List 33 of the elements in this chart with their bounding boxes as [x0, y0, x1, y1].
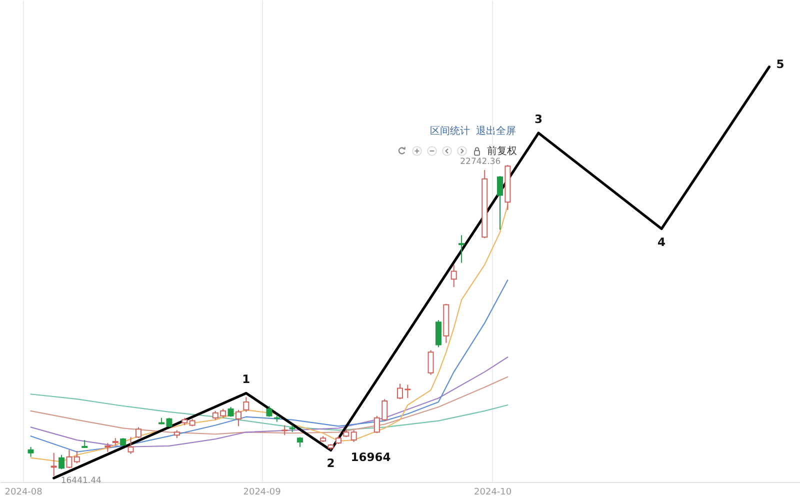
candlestick: [28, 446, 34, 458]
candlestick: [128, 436, 134, 454]
annotation: 22742.36: [460, 156, 501, 167]
candlestick: [350, 430, 357, 443]
annotation: 退出全屏: [476, 126, 516, 137]
candlestick: [450, 264, 457, 288]
candlestick: [58, 454, 65, 470]
x-tick-label: 2024-10: [474, 488, 512, 498]
x-tick-label: 2024-09: [243, 488, 282, 498]
candlestick: [50, 452, 57, 477]
candlestick: [243, 396, 250, 412]
annotation: 4: [658, 234, 666, 249]
annotation: 前复权: [487, 144, 517, 158]
candlestick: [297, 436, 303, 448]
candlestick: [497, 175, 503, 230]
candlestick: [74, 450, 80, 464]
x-tick-label: 2024-08: [4, 488, 43, 498]
candlestick: [435, 320, 442, 348]
candlestick: [228, 406, 234, 418]
candlestick: [458, 234, 465, 264]
candlestick: [266, 405, 272, 418]
candlestick: [428, 350, 434, 376]
candlestick: [66, 449, 72, 469]
annotation: 5: [776, 56, 784, 71]
candlestick: [235, 409, 242, 427]
annotation: 16441.44: [60, 476, 102, 486]
annotation: 2: [326, 456, 335, 470]
annotation: 3: [534, 112, 542, 126]
candlestick: [135, 426, 142, 439]
candlestick: [282, 424, 288, 436]
annotation: 区间统计: [430, 126, 470, 137]
annotation: 16964: [350, 450, 391, 464]
annotation: 1: [242, 372, 250, 386]
